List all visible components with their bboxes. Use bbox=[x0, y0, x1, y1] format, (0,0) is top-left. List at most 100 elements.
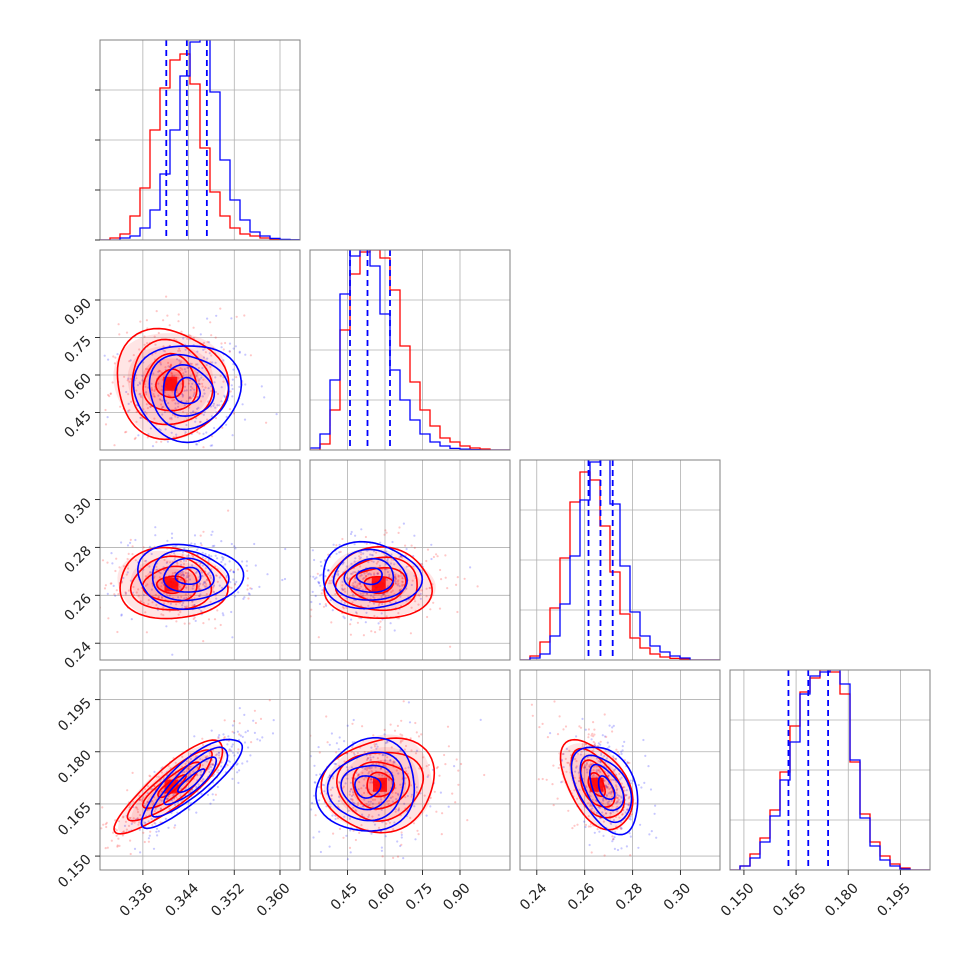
scatter-point-red bbox=[422, 756, 425, 759]
scatter-point-red bbox=[597, 768, 600, 772]
scatter-point-blue bbox=[369, 759, 372, 762]
scatter-point-blue bbox=[222, 733, 225, 736]
scatter-point-blue bbox=[313, 794, 316, 797]
scatter-point-blue bbox=[600, 752, 603, 755]
scatter-point-red bbox=[619, 827, 623, 831]
scatter-point-blue bbox=[112, 584, 115, 588]
scatter-point-red bbox=[169, 364, 172, 367]
scatter-point-red bbox=[259, 717, 263, 721]
scatter-point-blue bbox=[610, 790, 613, 793]
scatter-point-red bbox=[429, 796, 432, 800]
scatter-point-blue bbox=[196, 371, 199, 374]
hist-red-0 bbox=[100, 53, 300, 240]
scatter-point-blue bbox=[385, 578, 389, 582]
scatter-point-red bbox=[145, 403, 148, 406]
scatter-point-blue bbox=[479, 718, 482, 722]
scatter-point-red bbox=[228, 350, 231, 353]
scatter-point-blue bbox=[208, 341, 211, 344]
scatter-point-red bbox=[178, 572, 181, 576]
scatter-point-blue bbox=[211, 793, 214, 796]
scatter-point-blue bbox=[613, 847, 617, 851]
contour-red-2 bbox=[352, 761, 411, 810]
scatter-point-red bbox=[165, 295, 168, 298]
scatter-point-red bbox=[202, 341, 206, 344]
contour-red-0 bbox=[119, 546, 229, 620]
scatter-point-red bbox=[188, 334, 191, 337]
scatter-point-red bbox=[128, 806, 131, 809]
scatter-point-blue bbox=[384, 835, 387, 838]
scatter-point-red bbox=[400, 588, 403, 591]
scatter-point-red bbox=[404, 767, 407, 770]
scatter-point-red bbox=[113, 593, 116, 596]
scatter-point-blue bbox=[214, 376, 217, 379]
scatter-point-blue bbox=[217, 736, 220, 739]
scatter-point-blue bbox=[193, 393, 196, 396]
scatter-point-red bbox=[341, 537, 344, 541]
panel-3-1 bbox=[309, 669, 511, 871]
scatter-point-blue bbox=[373, 593, 376, 596]
scatter-point-blue bbox=[214, 406, 217, 409]
scatter-point-red bbox=[438, 607, 442, 610]
scatter-point-red bbox=[114, 819, 117, 822]
scatter-point-red bbox=[342, 836, 345, 839]
contour-blue-3 bbox=[355, 567, 383, 586]
scatter-point-blue bbox=[623, 740, 626, 744]
scatter-point-red bbox=[409, 784, 413, 787]
scatter-point-blue bbox=[365, 555, 369, 559]
scatter-point-red bbox=[226, 764, 229, 767]
scatter-point-blue bbox=[369, 573, 373, 576]
scatter-point-blue bbox=[372, 560, 375, 563]
scatter-point-red bbox=[135, 806, 138, 809]
scatter-point-blue bbox=[369, 553, 372, 556]
scatter-point-blue bbox=[406, 794, 409, 798]
scatter-point-red bbox=[123, 375, 126, 378]
scatter-point-red bbox=[171, 374, 174, 377]
scatter-point-red bbox=[338, 827, 342, 831]
contour-red-1 bbox=[334, 556, 418, 612]
scatter-point-blue bbox=[398, 589, 402, 592]
scatter-point-red bbox=[388, 773, 392, 776]
scatter-point-blue bbox=[180, 563, 183, 567]
scatter-point-blue bbox=[161, 399, 164, 402]
scatter-point-red bbox=[611, 795, 614, 798]
scatter-point-red bbox=[378, 801, 381, 804]
scatter-point-blue bbox=[213, 426, 216, 430]
scatter-point-red bbox=[425, 559, 428, 563]
scatter-point-red bbox=[370, 630, 373, 633]
scatter-point-blue bbox=[293, 579, 295, 581]
scatter-point-red bbox=[188, 406, 191, 409]
scatter-point-blue bbox=[195, 375, 198, 378]
scatter-point-red bbox=[421, 563, 424, 566]
scatter-point-blue bbox=[213, 591, 216, 594]
scatter-point-blue bbox=[400, 555, 403, 558]
scatter-point-red bbox=[170, 418, 173, 421]
scatter-point-blue bbox=[261, 736, 264, 739]
scatter-point-blue bbox=[202, 432, 205, 435]
scatter-point-red bbox=[357, 582, 360, 585]
scatter-point-blue bbox=[324, 575, 327, 578]
scatter-point-red bbox=[109, 392, 112, 396]
scatter-point-red bbox=[556, 733, 560, 736]
scatter-point-blue bbox=[338, 781, 341, 785]
scatter-point-blue bbox=[337, 572, 340, 576]
scatter-point-red bbox=[435, 810, 438, 813]
scatter-point-blue bbox=[189, 362, 192, 365]
scatter-point-red bbox=[133, 437, 136, 441]
scatter-point-blue bbox=[453, 765, 456, 768]
scatter-point-blue bbox=[202, 582, 205, 585]
scatter-point-red bbox=[107, 617, 110, 620]
scatter-point-blue bbox=[620, 752, 623, 756]
scatter-point-red bbox=[100, 827, 103, 830]
scatter-point-red bbox=[215, 574, 218, 577]
scatter-point-blue bbox=[143, 410, 147, 413]
scatter-point-red bbox=[397, 617, 400, 620]
scatter-point-blue bbox=[313, 558, 316, 562]
scatter-point-blue bbox=[583, 766, 587, 769]
scatter-point-blue bbox=[375, 747, 378, 750]
scatter-point-blue bbox=[414, 838, 417, 841]
scatter-point-red bbox=[170, 371, 173, 374]
scatter-point-blue bbox=[155, 568, 158, 572]
scatter-point-blue bbox=[225, 574, 228, 577]
scatter-point-red bbox=[589, 822, 593, 826]
scatter-point-blue bbox=[394, 787, 397, 790]
